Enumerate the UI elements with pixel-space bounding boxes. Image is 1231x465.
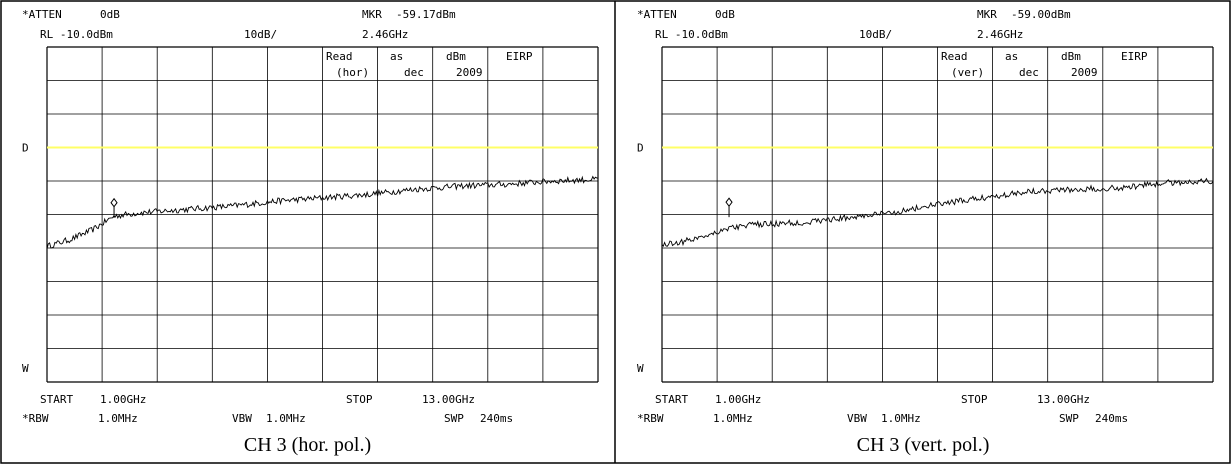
marker-value: -59.00dBm [1011,8,1071,21]
read-note-word: (ver) [951,66,984,79]
vbw-value: 1.0MHz [266,412,306,425]
vbw-label: VBW [847,412,867,425]
spectrum-panel-vert: *ATTEN 0dB MKR -59.00dBm RL -10.0dBm 10d… [615,0,1231,465]
read-note-word: as [390,50,403,63]
read-note-word: EIRP [506,50,533,63]
rbw-value: 1.0MHz [713,412,753,425]
marker-frequency: 2.46GHz [977,28,1024,41]
read-note-word: dec [1019,66,1039,79]
stop-value: 13.00GHz [422,393,475,406]
spectrum-plot: Read as dBm EIRP (ver) dec 2009 D W [637,46,1214,383]
trace-line [661,177,1214,248]
panel-caption: CH 3 (hor. pol.) [243,434,372,456]
start-value: 1.00GHz [715,393,762,406]
read-note-word: dBm [446,50,466,63]
marker-value: -59.17dBm [396,8,456,21]
read-note-word: 2009 [1071,66,1098,79]
start-value: 1.00GHz [100,393,147,406]
sweep-value: 240ms [1095,412,1129,425]
trace-line [46,175,599,249]
sweep-label: SWP [444,412,464,425]
scale-label: 10dB/ [244,28,278,41]
start-label: START [655,393,689,406]
display-line-label: D [637,142,644,155]
read-note-word: dBm [1061,50,1081,63]
display-line-label: D [22,142,29,155]
atten-value: 0dB [715,8,735,21]
rbw-label: *RBW [637,412,664,425]
atten-label: *ATTEN [22,8,62,21]
sweep-value: 240ms [480,412,514,425]
read-note-word: dec [404,66,424,79]
threshold-label: W [637,362,644,375]
spectrum-plot: Read as dBm EIRP (hor) dec 2009 D W [22,46,599,383]
marker-label: MKR [362,8,382,21]
stop-label: STOP [346,393,373,406]
threshold-label: W [22,362,29,375]
marker-label: MKR [977,8,997,21]
vbw-value: 1.0MHz [881,412,921,425]
marker-diamond [725,197,733,207]
atten-label: *ATTEN [637,8,677,21]
vbw-label: VBW [232,412,252,425]
atten-value: 0dB [100,8,120,21]
spectrum-panel-hor: *ATTEN 0dB MKR -59.17dBm RL -10.0dBm 10d… [0,0,615,465]
read-note-word: EIRP [1121,50,1148,63]
read-note-word: as [1005,50,1018,63]
start-label: START [40,393,74,406]
rbw-value: 1.0MHz [98,412,138,425]
read-note-word: Read [941,50,968,63]
read-note-word: Read [326,50,353,63]
reference-level: RL -10.0dBm [40,28,113,41]
rbw-label: *RBW [22,412,49,425]
marker-frequency: 2.46GHz [362,28,409,41]
panel-caption: CH 3 (vert. pol.) [856,434,990,456]
reference-level: RL -10.0dBm [655,28,728,41]
marker-diamond [110,197,118,208]
stop-value: 13.00GHz [1037,393,1090,406]
read-note-word: (hor) [336,66,369,79]
read-note-word: 2009 [456,66,483,79]
stop-label: STOP [961,393,988,406]
scale-label: 10dB/ [859,28,893,41]
sweep-label: SWP [1059,412,1079,425]
